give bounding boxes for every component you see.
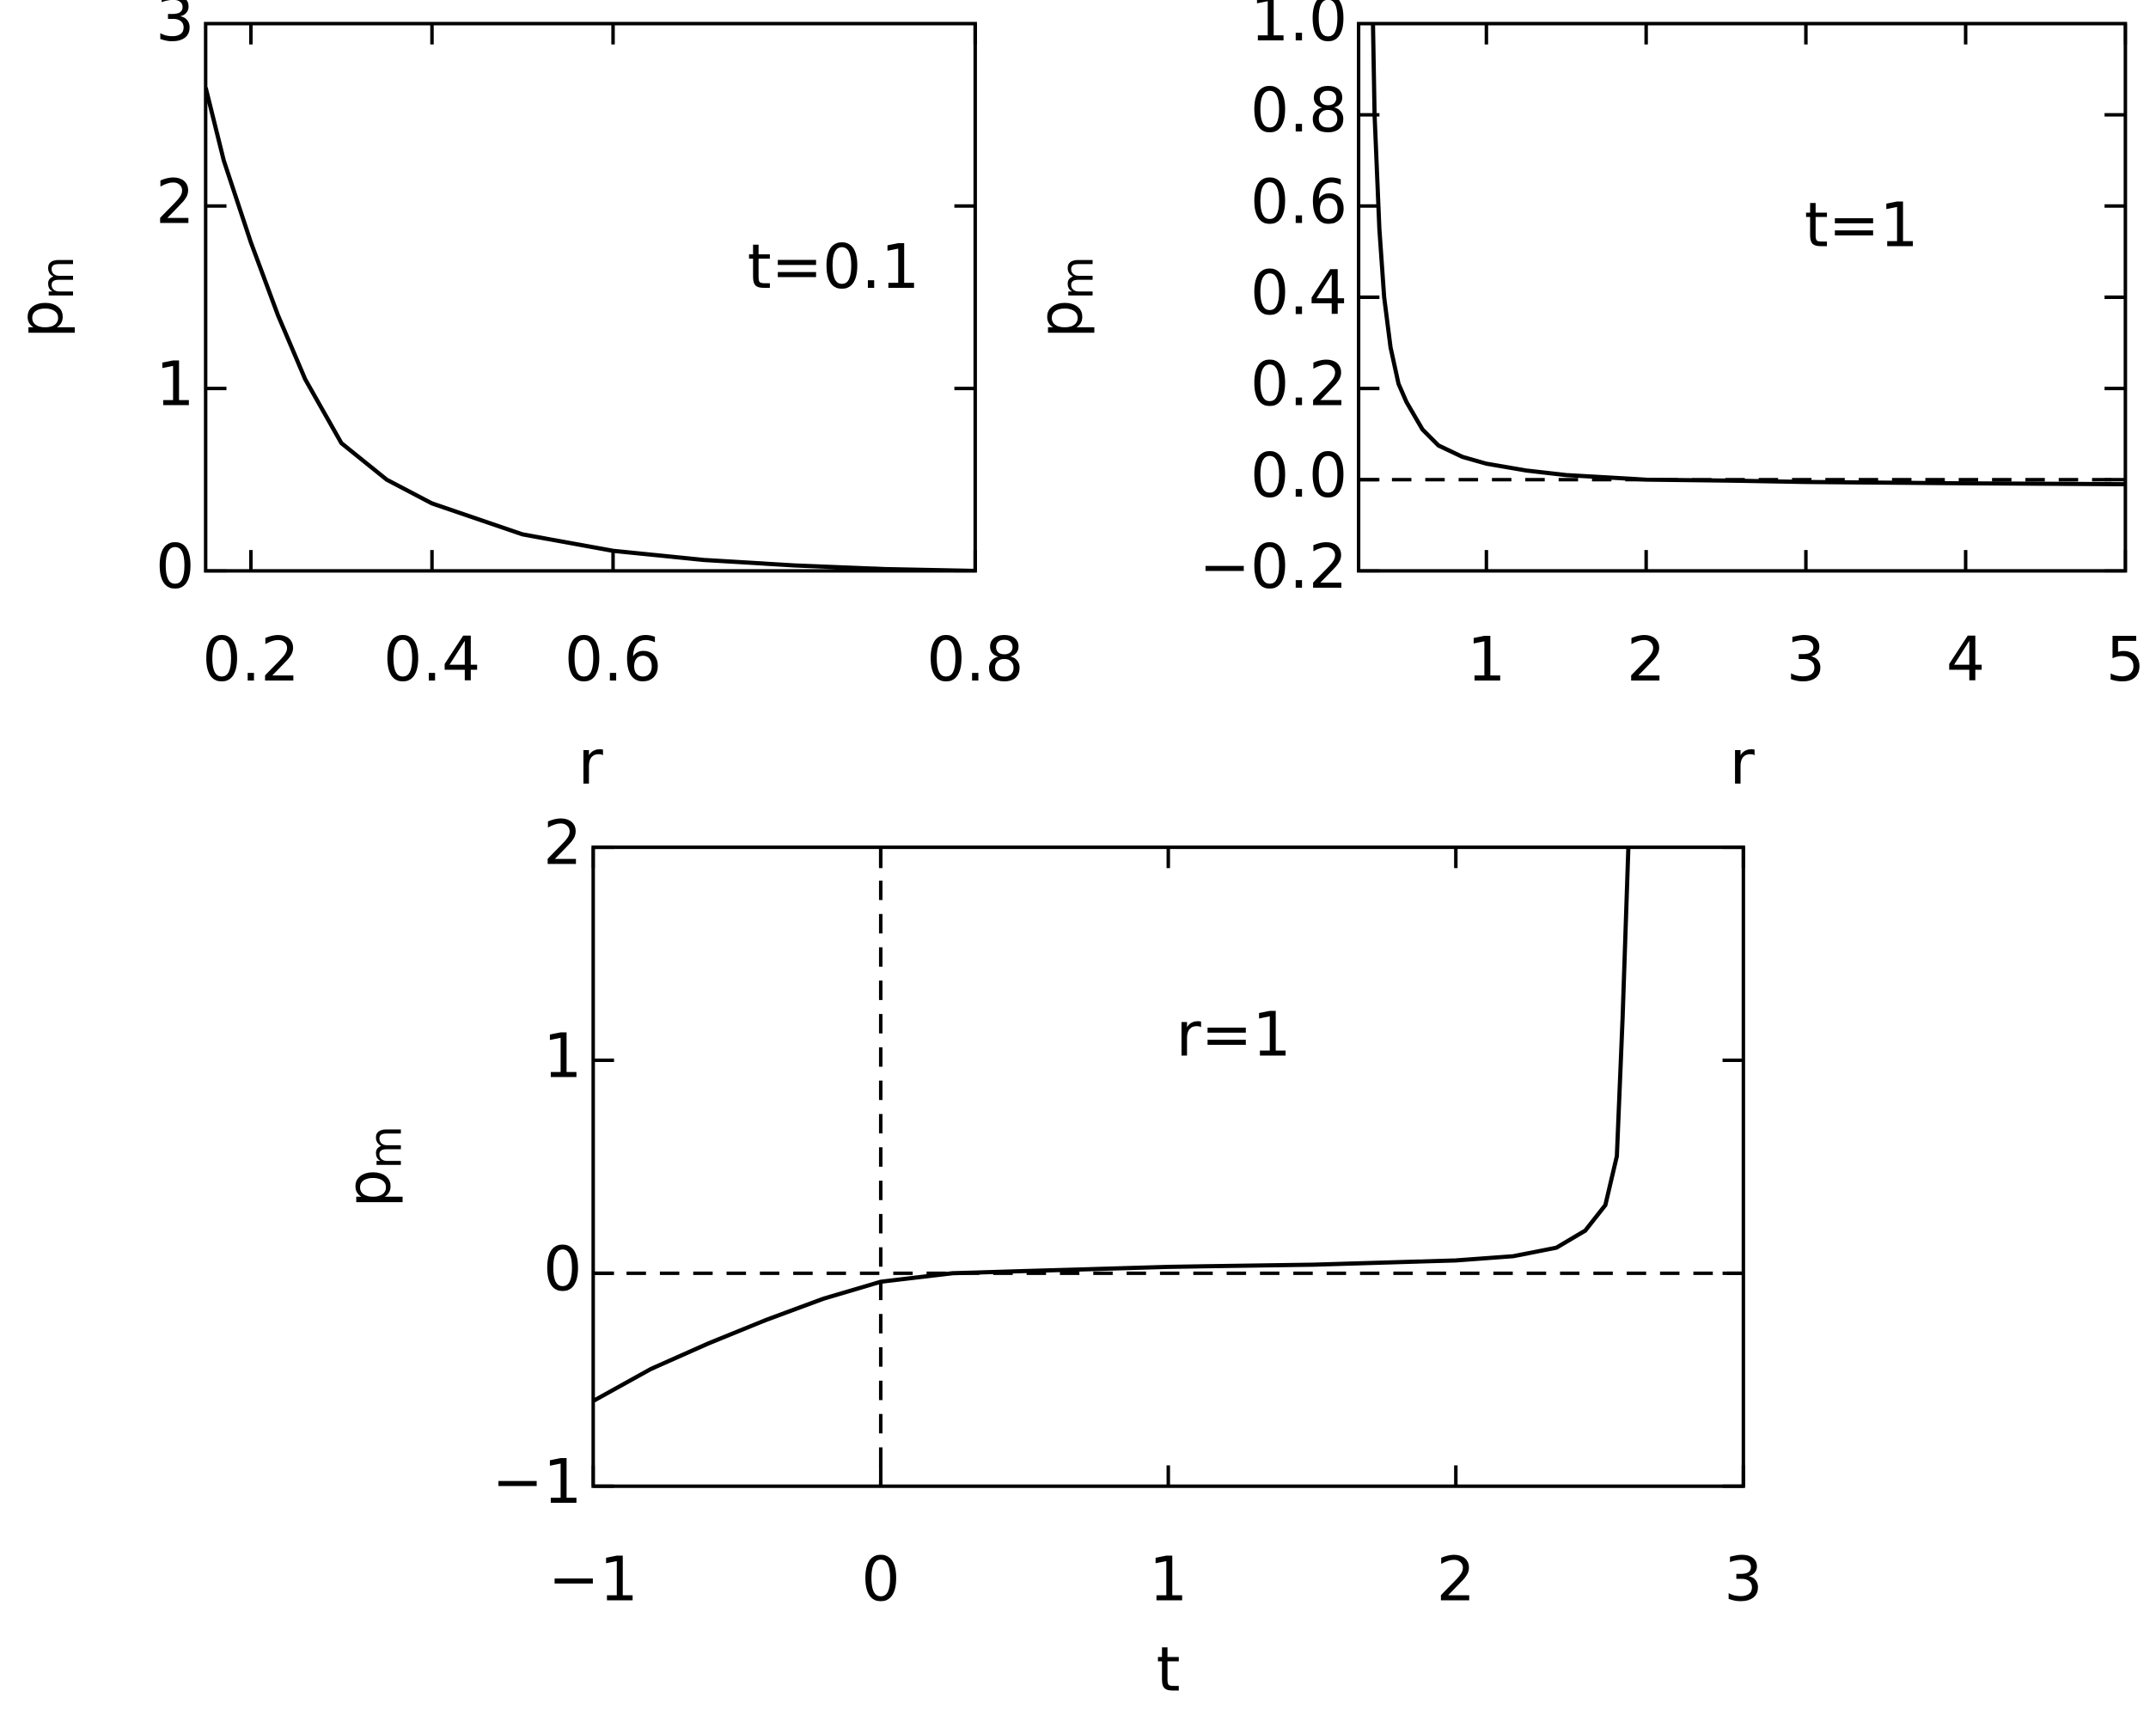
y-axis-label-main: p	[333, 1169, 404, 1208]
panel: −1 0 1 2 3 −1 0 1 2 r=1 t pm	[333, 808, 1763, 1706]
x-axis-label: t	[1157, 1633, 1181, 1705]
panel: 0.2 0.4 0.6 0.8 0 1 2 3 t=0.1 r pm	[4, 0, 1023, 798]
y-axis-label-subscript: m	[361, 1126, 412, 1169]
x-tick-label: 5	[2106, 624, 2145, 695]
y-axis-label: pm	[4, 256, 84, 339]
y-tick-label: 2	[156, 166, 194, 237]
y-tick-label: 0.2	[1250, 349, 1347, 420]
x-tick-label: 3	[1724, 1543, 1762, 1614]
x-tick-label: 0.8	[926, 624, 1023, 695]
y-axis-label-main: p	[1024, 300, 1096, 339]
panel: 1 2 3 4 5 −0.2 0.0 0.2 0.4 0.6 0.8 1.0 t=1 r pm	[1024, 0, 2145, 798]
y-axis-label-main: p	[4, 300, 76, 339]
x-tick-label: 3	[1786, 624, 1825, 695]
x-tick-label: 0.2	[202, 624, 299, 695]
x-tick-label: −1	[548, 1543, 638, 1614]
annotation: r=1	[1176, 999, 1292, 1071]
y-tick-label: 1	[543, 1020, 582, 1091]
x-tick-label: 4	[1946, 624, 1985, 695]
y-tick-label: −0.2	[1199, 531, 1347, 602]
y-tick-label: 1	[156, 349, 194, 420]
y-tick-label: 3	[156, 0, 194, 55]
y-tick-label: 2	[543, 808, 582, 879]
plot-frame	[591, 845, 1745, 1488]
x-axis-label: r	[1730, 727, 1756, 798]
annotation: t=1	[1805, 189, 1919, 260]
x-tick-label: 1	[1467, 624, 1506, 695]
data-line	[1371, 23, 2126, 486]
y-tick-label: 1.0	[1250, 0, 1347, 55]
y-tick-label: 0	[543, 1233, 582, 1304]
y-tick-label: 0.8	[1250, 75, 1347, 146]
y-tick-label: 0.6	[1250, 166, 1347, 237]
y-tick-label: 0.0	[1250, 440, 1347, 511]
y-axis-label-subscript: m	[1053, 256, 1104, 299]
x-tick-label: 1	[1149, 1543, 1188, 1614]
data-line	[205, 87, 975, 571]
y-axis-label: pm	[333, 1126, 412, 1208]
x-tick-label: 2	[1437, 1543, 1475, 1614]
plot-frame	[1357, 21, 2128, 573]
y-tick-label: 0	[156, 531, 194, 602]
data-line	[593, 847, 1631, 1403]
x-tick-label: 0.6	[565, 624, 662, 695]
y-tick-label: 0.4	[1250, 257, 1347, 328]
x-tick-label: 0	[861, 1543, 900, 1614]
x-axis-label: r	[577, 727, 603, 798]
x-tick-label: 0.4	[383, 624, 480, 695]
y-axis-label: pm	[1024, 256, 1104, 339]
y-axis-label-subscript: m	[33, 256, 84, 299]
annotation: t=0.1	[748, 231, 920, 302]
plot-frame	[204, 21, 977, 573]
x-tick-label: 2	[1627, 624, 1665, 695]
y-tick-label: −1	[492, 1446, 583, 1517]
